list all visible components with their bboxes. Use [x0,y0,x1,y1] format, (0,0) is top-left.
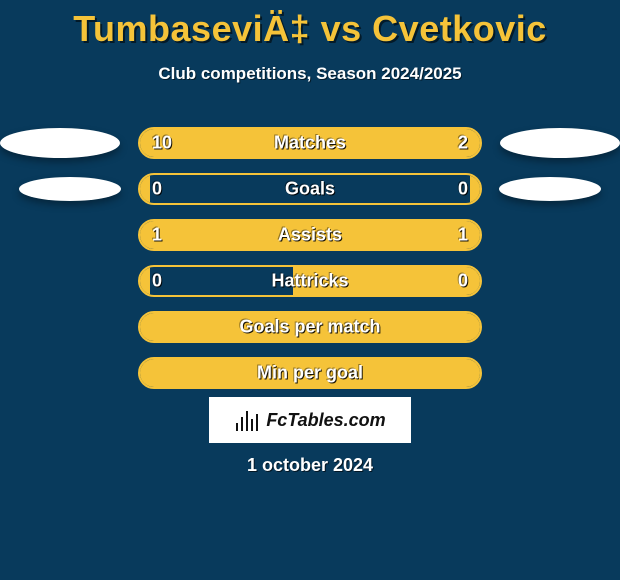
bars-icon [234,409,260,431]
stat-value-left: 0 [152,271,162,292]
stat-bar: 0 Hattricks 0 [138,265,482,297]
stat-name: Min per goal [257,363,363,384]
stat-bar: 1 Assists 1 [138,219,482,251]
stat-bar-left [140,175,150,203]
stat-bar: Goals per match [138,311,482,343]
player-avatar-left [19,177,121,201]
stat-row: Goals per match [0,304,620,350]
stat-name: Assists [278,225,342,246]
stat-bar-right [405,129,480,157]
stat-value-right: 0 [458,179,468,200]
player-avatar-right [500,128,620,158]
stat-name: Goals [285,179,335,200]
stat-value-right: 2 [458,133,468,154]
stat-value-right: 0 [458,271,468,292]
player-avatar-right [499,177,601,201]
stat-bar: 0 Goals 0 [138,173,482,205]
comparison-card: TumbaseviÄ‡ vs Cvetkovic Club competitio… [0,0,620,580]
player-avatar-left [0,128,120,158]
date: 1 october 2024 [0,455,620,476]
source-logo: FcTables.com [209,397,411,443]
stat-rows: 10 Matches 2 0 Goals 0 1 A [0,120,620,396]
stat-value-left: 10 [152,133,172,154]
stat-bar-left [140,129,405,157]
stat-value-right: 1 [458,225,468,246]
stat-bar-left [140,267,150,295]
stat-bar-right [470,175,480,203]
title: TumbaseviÄ‡ vs Cvetkovic [0,0,620,50]
stat-row: 10 Matches 2 [0,120,620,166]
stat-row: 0 Goals 0 [0,166,620,212]
stat-value-left: 0 [152,179,162,200]
stat-name: Hattricks [271,271,348,292]
stat-row: 1 Assists 1 [0,212,620,258]
stat-bar: 10 Matches 2 [138,127,482,159]
stat-row: Min per goal [0,350,620,396]
subtitle: Club competitions, Season 2024/2025 [0,64,620,84]
stat-value-left: 1 [152,225,162,246]
stat-name: Matches [274,133,346,154]
source-logo-text: FcTables.com [266,410,385,431]
stat-bar: Min per goal [138,357,482,389]
stat-name: Goals per match [239,317,380,338]
stat-row: 0 Hattricks 0 [0,258,620,304]
